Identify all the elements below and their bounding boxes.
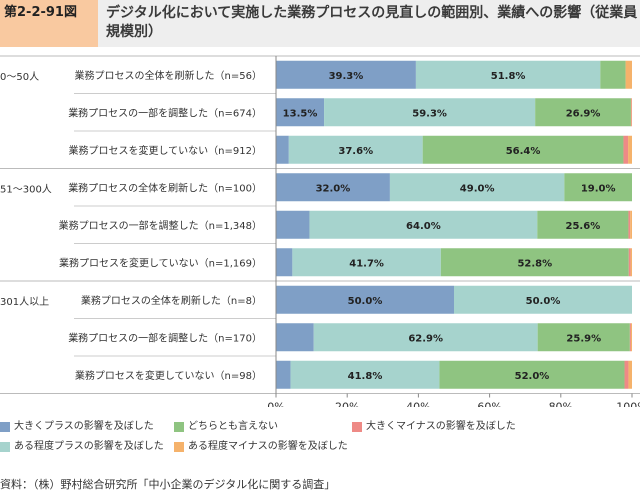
stacked-bar-chart: 0〜50人 業務プロセスの全体を刷新した（n=56） 39.3% 51.8% 業務プロセ… — [0, 55, 640, 408]
data-label: 64.0% — [406, 221, 441, 232]
data-label: 25.6% — [566, 221, 601, 232]
bar-segment — [600, 60, 626, 89]
legend-label: ある程度プラスの影響を及ぼした — [14, 441, 164, 452]
data-label: 50.0% — [348, 296, 383, 307]
bar-segment — [313, 323, 538, 352]
bar-segment — [625, 60, 632, 89]
figure-number: 第2-2-91図 — [0, 0, 98, 47]
bar-segment — [624, 360, 629, 389]
bar-segment — [276, 360, 291, 389]
source-note: 資料：（株）野村総合研究所「中小企業のデジタル化に関する調査」 — [0, 478, 336, 491]
bar-segment — [630, 248, 632, 277]
x-tick-label: 20% — [335, 401, 359, 408]
row-label: 業務プロセスの一部を調整した（n=170） — [68, 331, 262, 344]
x-tick-label: 100% — [616, 401, 640, 408]
bar-segment — [276, 60, 416, 89]
bar-segment — [630, 98, 632, 127]
bar-segment — [628, 248, 631, 277]
legend-label: 大きくプラスの影響を及ぼした — [14, 421, 154, 432]
data-label: 56.4% — [506, 146, 541, 157]
data-label: 26.9% — [566, 108, 601, 119]
bar-segment — [276, 210, 310, 239]
data-label: 39.3% — [329, 71, 364, 82]
legend-swatch — [352, 422, 362, 432]
bar-segment — [389, 173, 565, 202]
row-label: 業務プロセスを変更していない（n=1,169） — [59, 256, 262, 269]
data-label: 59.3% — [412, 108, 447, 119]
bar-segment — [630, 210, 632, 239]
legend-swatch — [0, 422, 10, 432]
group-label: 51〜300人 — [0, 184, 52, 196]
bar-segment — [276, 173, 390, 202]
legend-swatch — [174, 422, 184, 432]
chart-title: デジタル化において実施した業務プロセスの見直しの範囲別、業績への影響（従業員規模… — [98, 0, 640, 47]
bar-segment — [276, 323, 314, 352]
bar-segment — [535, 98, 631, 127]
bar-segment — [276, 135, 289, 164]
bar-segment — [276, 285, 454, 314]
bar-segment — [630, 323, 632, 352]
data-label: 19.0% — [581, 183, 616, 194]
legend-label: どちらとも言えない — [188, 421, 278, 432]
data-label: 62.9% — [408, 333, 443, 344]
bar-segment — [537, 210, 629, 239]
bar-segment — [309, 210, 538, 239]
legend-swatch — [0, 442, 10, 452]
figure-header: 第2-2-91図 デジタル化において実施した業務プロセスの見直しの範囲別、業績へ… — [0, 0, 640, 47]
data-label: 37.6% — [338, 146, 373, 157]
bar-segment — [324, 98, 536, 127]
x-tick-label: 0% — [267, 401, 284, 408]
bar-segment — [290, 360, 440, 389]
row-label: 業務プロセスの全体を刷新した（n=56） — [75, 69, 262, 82]
group-label: 0〜50人 — [0, 71, 39, 83]
bar-segment — [288, 135, 423, 164]
x-tick-label: 60% — [477, 401, 501, 408]
data-label: 52.8% — [517, 258, 552, 269]
row-label: 業務プロセスを変更していない（n=912） — [68, 144, 262, 157]
bar-segment — [422, 135, 624, 164]
bar-segment — [629, 323, 631, 352]
bar-segment — [537, 323, 630, 352]
bar-segment — [623, 135, 629, 164]
bar-segment — [415, 60, 601, 89]
bar-segment — [628, 210, 631, 239]
data-label: 32.0% — [316, 183, 351, 194]
data-label: 50.0% — [526, 296, 561, 307]
bar-segment — [454, 285, 632, 314]
bar-segment — [628, 360, 632, 389]
bar-segment — [276, 248, 293, 277]
row-label: 業務プロセスの一部を調整した（n=674） — [68, 106, 262, 119]
data-label: 41.7% — [349, 258, 384, 269]
row-label: 業務プロセスの全体を刷新した（n=8） — [81, 294, 262, 307]
bar-segment — [628, 135, 632, 164]
bar-segment — [440, 248, 629, 277]
bar-segment — [276, 98, 325, 127]
legend-swatch — [174, 442, 184, 452]
bar-segment — [292, 248, 441, 277]
data-label: 13.5% — [283, 108, 318, 119]
data-label: 52.0% — [515, 371, 550, 382]
data-label: 49.0% — [460, 183, 495, 194]
data-label: 41.8% — [348, 371, 383, 382]
bar-segment — [564, 173, 632, 202]
bar-segment — [439, 360, 625, 389]
legend-label: 大きくマイナスの影響を及ぼした — [366, 421, 516, 432]
x-tick-label: 40% — [406, 401, 430, 408]
row-label: 業務プロセスの一部を調整した（n=1,348） — [59, 219, 262, 232]
row-label: 業務プロセスの全体を刷新した（n=100） — [68, 181, 262, 194]
data-label: 25.9% — [566, 333, 601, 344]
legend-label: ある程度マイナスの影響を及ぼした — [188, 441, 348, 452]
data-label: 51.8% — [491, 71, 526, 82]
x-tick-label: 80% — [549, 401, 573, 408]
row-label: 業務プロセスを変更していない（n=98） — [75, 369, 262, 382]
group-label: 301人以上 — [0, 296, 49, 308]
